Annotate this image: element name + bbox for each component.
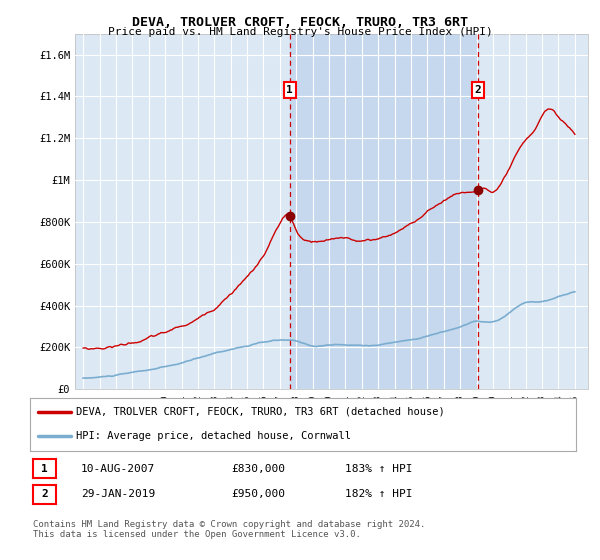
- Text: DEVA, TROLVER CROFT, FEOCK, TRURO, TR3 6RT (detached house): DEVA, TROLVER CROFT, FEOCK, TRURO, TR3 6…: [76, 407, 445, 417]
- Text: 1: 1: [286, 85, 293, 95]
- Text: HPI: Average price, detached house, Cornwall: HPI: Average price, detached house, Corn…: [76, 431, 352, 441]
- Text: DEVA, TROLVER CROFT, FEOCK, TRURO, TR3 6RT: DEVA, TROLVER CROFT, FEOCK, TRURO, TR3 6…: [132, 16, 468, 29]
- Text: £830,000: £830,000: [231, 464, 285, 474]
- Text: 29-JAN-2019: 29-JAN-2019: [81, 489, 155, 500]
- Text: 2: 2: [41, 489, 48, 500]
- Bar: [290, 34, 478, 389]
- Text: Price paid vs. HM Land Registry's House Price Index (HPI): Price paid vs. HM Land Registry's House …: [107, 27, 493, 37]
- Text: 183% ↑ HPI: 183% ↑ HPI: [345, 464, 413, 474]
- Text: Contains HM Land Registry data © Crown copyright and database right 2024.
This d: Contains HM Land Registry data © Crown c…: [33, 520, 425, 539]
- Text: 1: 1: [41, 464, 48, 474]
- Text: 2: 2: [475, 85, 481, 95]
- Text: 182% ↑ HPI: 182% ↑ HPI: [345, 489, 413, 500]
- Text: 10-AUG-2007: 10-AUG-2007: [81, 464, 155, 474]
- Text: £950,000: £950,000: [231, 489, 285, 500]
